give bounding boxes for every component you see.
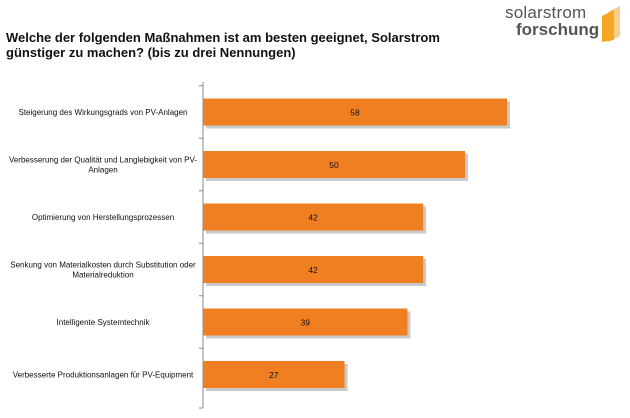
data-label: 39 [300, 318, 310, 328]
data-label: 27 [269, 370, 279, 380]
solarstrom-forschung-logo: solarstrom forschung [505, 4, 627, 44]
category-label: Verbesserte Produktionsanlagen für PV-Eq… [13, 371, 194, 380]
data-label: 42 [308, 213, 318, 223]
survey-question: Welche der folgenden Maßnahmen ist am be… [6, 30, 456, 60]
logo-mark-icon [602, 6, 620, 42]
bar [203, 98, 507, 126]
category-label: Intelligente Systemtechnik [57, 318, 151, 327]
bar [203, 308, 408, 336]
logo-text-forschung: forschung [516, 20, 600, 39]
question-line-2: günstiger zu machen? (bis zu drei Nennun… [6, 45, 296, 60]
bar [203, 256, 424, 283]
data-label: 50 [329, 160, 339, 170]
data-label: 58 [350, 108, 360, 118]
logo-mark-front [602, 10, 614, 42]
category-label: Steigerung des Wirkungsgrads von PV-Anla… [19, 108, 188, 117]
category-label: Senkung von Materialkosten durch Substit… [10, 261, 196, 280]
category-label: Optimierung von Herstellungsprozessen [32, 213, 174, 222]
question-line-1: Welche der folgenden Maßnahmen ist am be… [6, 30, 440, 45]
logo-text-solarstrom: solarstrom [505, 3, 587, 22]
data-label: 42 [308, 265, 318, 275]
category-label: Verbesserung der Qualität und Langlebigk… [9, 156, 197, 175]
bar [203, 361, 345, 388]
bar [203, 151, 466, 178]
bar [203, 203, 424, 231]
